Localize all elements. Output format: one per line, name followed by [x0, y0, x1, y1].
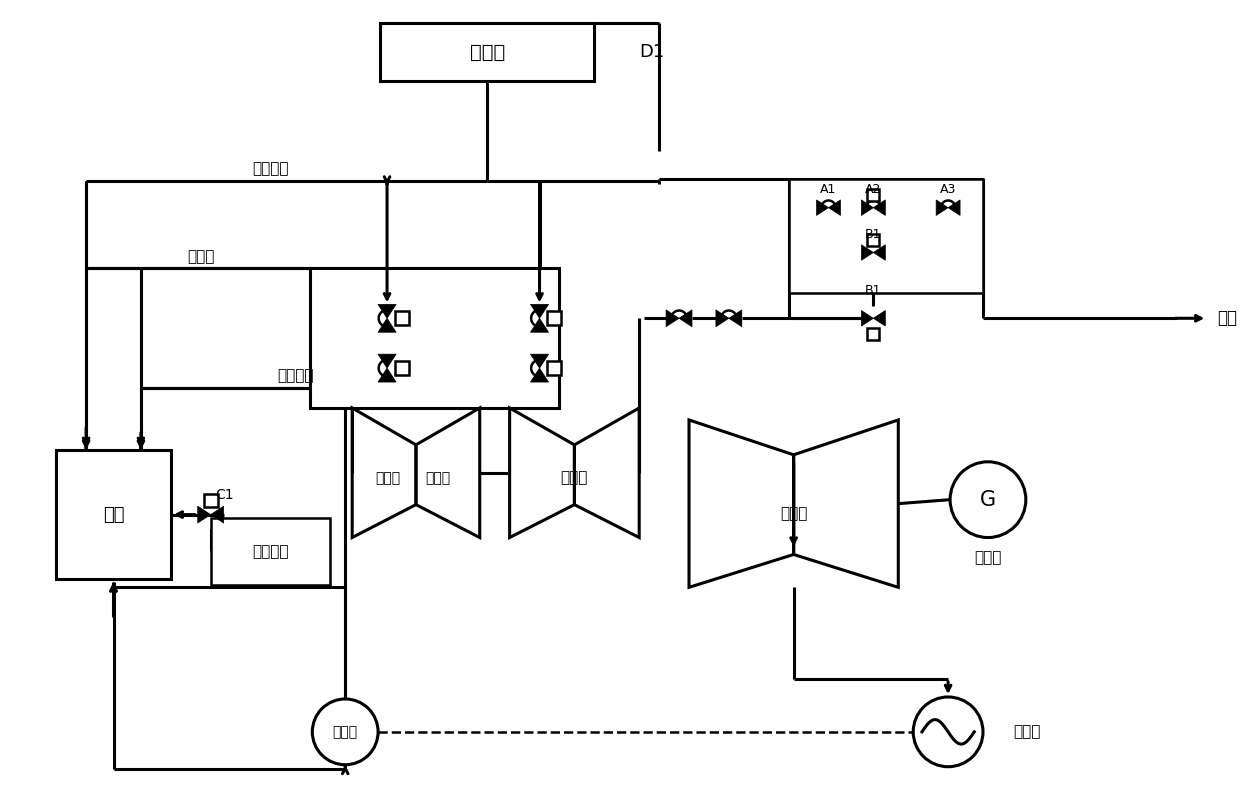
Text: 再热冷段: 再热冷段: [277, 369, 314, 383]
Polygon shape: [531, 318, 548, 332]
Polygon shape: [873, 310, 885, 326]
Polygon shape: [378, 368, 396, 382]
Polygon shape: [666, 310, 680, 326]
Text: 低压缸: 低压缸: [780, 506, 807, 521]
Polygon shape: [715, 310, 729, 326]
Polygon shape: [378, 318, 396, 332]
Text: 锅炉: 锅炉: [103, 505, 124, 524]
Bar: [211, 517, 330, 585]
Polygon shape: [862, 245, 873, 261]
Polygon shape: [862, 200, 873, 216]
Text: A2: A2: [866, 183, 882, 196]
Text: 发电机: 发电机: [975, 550, 1002, 565]
Text: A3: A3: [940, 183, 956, 196]
Polygon shape: [680, 310, 692, 326]
Polygon shape: [211, 506, 223, 523]
Text: B1: B1: [866, 284, 882, 297]
Text: A1: A1: [821, 183, 837, 196]
Bar: [381, 23, 594, 81]
Text: 供热: 供热: [1218, 310, 1238, 327]
Polygon shape: [949, 200, 960, 216]
Polygon shape: [873, 245, 885, 261]
Text: 汽轮机: 汽轮机: [376, 471, 401, 484]
Circle shape: [950, 462, 1025, 537]
Text: G: G: [980, 490, 996, 509]
Text: 控制器: 控制器: [470, 43, 505, 62]
Text: B1: B1: [866, 228, 882, 241]
Polygon shape: [873, 200, 885, 216]
Text: 给水泵: 给水泵: [332, 725, 358, 739]
Polygon shape: [936, 200, 949, 216]
Text: C1: C1: [216, 488, 234, 502]
Text: 锅炉给煤: 锅炉给煤: [252, 544, 289, 559]
Bar: [868, 189, 879, 201]
Polygon shape: [729, 310, 742, 326]
Circle shape: [913, 697, 983, 767]
Bar: [868, 328, 879, 340]
Text: 中压缸: 中压缸: [560, 470, 588, 485]
Polygon shape: [862, 310, 873, 326]
Bar: [547, 361, 562, 375]
Bar: [394, 311, 409, 326]
Polygon shape: [531, 354, 548, 368]
Text: 再热热段: 再热热段: [252, 161, 289, 176]
Polygon shape: [817, 200, 828, 216]
Polygon shape: [378, 304, 396, 318]
Bar: [56, 450, 171, 579]
Polygon shape: [378, 354, 396, 368]
Bar: [203, 493, 218, 508]
Bar: [310, 269, 559, 408]
Text: 高压缸: 高压缸: [425, 471, 450, 484]
Text: 主蒸汽: 主蒸汽: [187, 249, 215, 264]
Polygon shape: [197, 506, 211, 523]
Bar: [789, 179, 983, 294]
Polygon shape: [531, 368, 548, 382]
Text: 凝汽器: 凝汽器: [1013, 724, 1040, 739]
Circle shape: [312, 699, 378, 765]
Text: D1: D1: [639, 43, 665, 61]
Bar: [394, 361, 409, 375]
Polygon shape: [531, 304, 548, 318]
Polygon shape: [828, 200, 841, 216]
Bar: [868, 234, 879, 246]
Bar: [547, 311, 562, 326]
